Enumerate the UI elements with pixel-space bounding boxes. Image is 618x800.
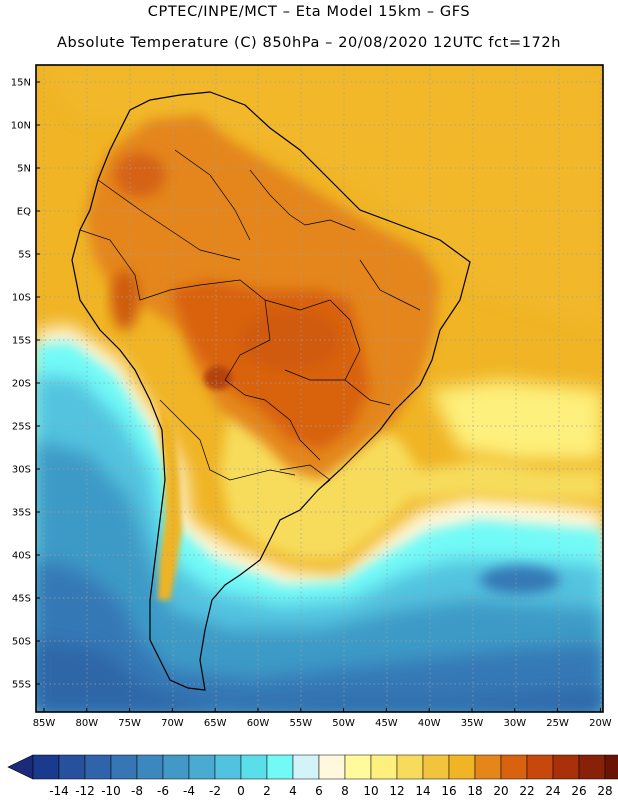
country-borders: [79, 149, 421, 491]
graticule: [36, 65, 603, 712]
lon-tick-label: 75W: [118, 718, 141, 729]
colorbar-label: 4: [289, 784, 297, 798]
lat-tick-label: 45S: [12, 594, 31, 605]
colorbar-label: -4: [183, 784, 195, 798]
lat-tick-label: 20S: [12, 379, 31, 390]
colorbar-swatch: [526, 754, 554, 780]
longitude-axis: 85W 80W 75W 70W 65W 60W 55W 50W 45W 40W 35W 30W 25W 2…: [33, 708, 612, 729]
lon-tick-label: 70W: [161, 718, 184, 729]
colorbar-label: 28: [597, 784, 612, 798]
field-band-minus8: [36, 560, 603, 712]
colorbar-swatch: [110, 754, 138, 780]
lat-tick-label: 15N: [11, 78, 31, 89]
lon-tick-label: 25W: [546, 718, 569, 729]
colorbar-swatch: [162, 754, 190, 780]
lon-tick-label: 35W: [461, 718, 484, 729]
colorbar-swatch: [474, 754, 502, 780]
field-hot-north: [115, 153, 165, 197]
title-line-2: Absolute Temperature (C) 850hPa – 20/08/…: [57, 35, 561, 51]
colorbar-swatch: [370, 754, 398, 780]
colorbar-swatch: [240, 754, 268, 780]
colorbar-swatch: [188, 754, 216, 780]
lat-tick-label: 50S: [12, 637, 31, 648]
colorbar-swatch: [32, 754, 60, 780]
colorbar-swatch: [136, 754, 164, 780]
colorbar-label: -6: [157, 784, 169, 798]
lon-tick-label: 50W: [332, 718, 355, 729]
lat-tick-label: 35S: [12, 508, 31, 519]
lat-tick-label: 55S: [12, 680, 31, 691]
lon-tick-label: 45W: [375, 718, 398, 729]
colorbar-label: 18: [467, 784, 482, 798]
colorbar-label: 20: [493, 784, 508, 798]
field-band-minus6: [36, 440, 603, 712]
field-andes-warm: [111, 270, 139, 330]
colorbar-label: 10: [363, 784, 378, 798]
colorbar-label: -14: [49, 784, 69, 798]
colorbar-swatch: [604, 754, 618, 780]
colorbar-swatch: [500, 754, 528, 780]
lon-tick-label: 55W: [289, 718, 312, 729]
colorbar-label: -2: [209, 784, 221, 798]
lat-tick-label: 15S: [12, 336, 31, 347]
colorbar-label: 22: [519, 784, 534, 798]
lat-tick-label: 30S: [12, 465, 31, 476]
field-cold-eddy: [480, 566, 560, 594]
field-land-core-2: [240, 310, 340, 370]
lon-tick-label: 65W: [204, 718, 227, 729]
lat-tick-label: 10S: [12, 293, 31, 304]
colorbar-swatch: [344, 754, 372, 780]
lat-tick-label: 5N: [17, 164, 31, 175]
colorbar-label: 0: [237, 784, 245, 798]
field-andes-ridge: [158, 400, 182, 600]
colorbar-label: 26: [571, 784, 586, 798]
map-frame: [35, 64, 604, 713]
coastline: [71, 91, 471, 691]
lat-tick-label: 40S: [12, 551, 31, 562]
colorbar: -14 -12 -10 -8 -6 -4 -2 0 2 4 6 8 10 12 14 16 18 20 22 24 26…: [7, 754, 618, 798]
colorbar-label: 14: [415, 784, 430, 798]
colorbar-swatch: [214, 754, 242, 780]
colorbar-label: 8: [341, 784, 349, 798]
field-band-minus10: [36, 640, 603, 712]
colorbar-label: 12: [389, 784, 404, 798]
title-line-1: CPTEC/INPE/MCT – Eta Model 15km – GFS: [147, 4, 471, 20]
lat-tick-label: 5S: [18, 250, 31, 261]
colorbar-swatch: [422, 754, 450, 780]
colorbar-swatch: [292, 754, 320, 780]
colorbar-low-arrow: [7, 754, 34, 780]
colorbar-swatch: [552, 754, 580, 780]
colorbar-swatch: [58, 754, 86, 780]
lon-tick-label: 30W: [503, 718, 526, 729]
colorbar-label: 16: [441, 784, 456, 798]
temperature-field: [36, 65, 603, 712]
field-yellow-atlantic: [430, 380, 603, 460]
lon-tick-label: 80W: [75, 718, 98, 729]
field-north-band: [36, 65, 603, 330]
colorbar-swatch: [318, 754, 346, 780]
colorbar-swatch: [396, 754, 424, 780]
colorbar-swatch: [578, 754, 606, 780]
colorbar-label: 24: [545, 784, 560, 798]
colorbar-label: -8: [131, 784, 143, 798]
latitude-axis: 15N 10N 5N EQ 5S 10S 15S 20S 25S 30S 35S 40S 45S 50S 5…: [11, 78, 40, 691]
lat-tick-label: EQ: [17, 207, 31, 218]
colorbar-swatch: [266, 754, 294, 780]
lon-tick-label: 20W: [589, 718, 612, 729]
colorbar-label: 6: [315, 784, 323, 798]
lon-tick-label: 60W: [247, 718, 270, 729]
colorbar-swatch: [448, 754, 476, 780]
field-land-peak: [204, 366, 232, 390]
colorbar-label: -12: [75, 784, 95, 798]
lon-tick-label: 40W: [418, 718, 441, 729]
colorbar-label: 2: [263, 784, 271, 798]
lat-tick-label: 25S: [12, 422, 31, 433]
colorbar-label: -10: [101, 784, 121, 798]
colorbar-swatch: [84, 754, 112, 780]
lat-tick-label: 10N: [11, 121, 31, 132]
lon-tick-label: 85W: [33, 718, 56, 729]
